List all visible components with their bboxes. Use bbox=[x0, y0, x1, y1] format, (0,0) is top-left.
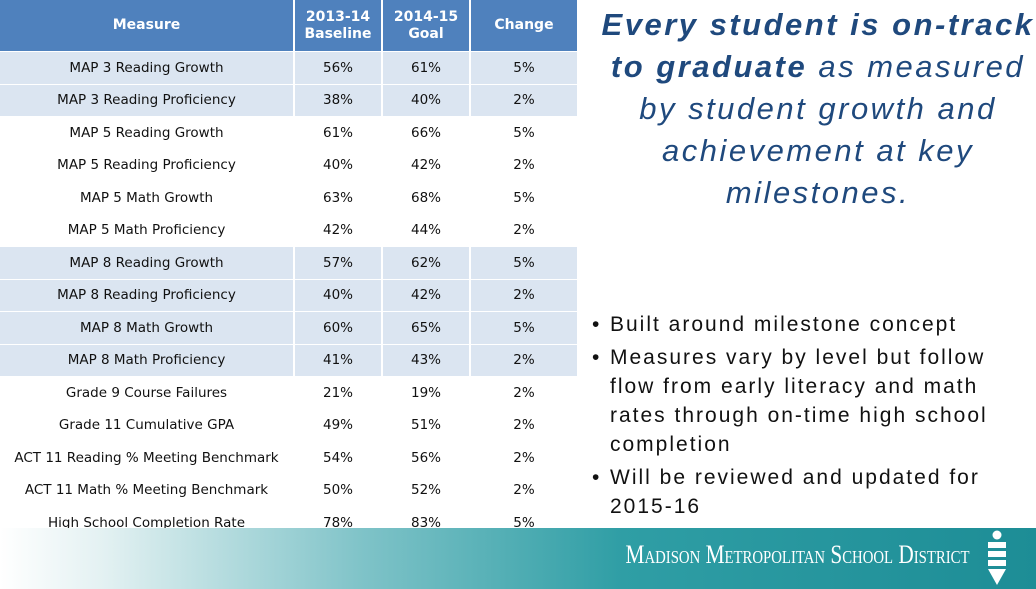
cell-change: 2% bbox=[470, 376, 577, 409]
cell-baseline: 57% bbox=[294, 246, 383, 279]
measures-table-container: Measure 2013-14 Baseline 2014-15 Goal Chan… bbox=[0, 0, 577, 539]
cell-measure: MAP 3 Reading Proficiency bbox=[0, 83, 295, 117]
cell-goal: 42% bbox=[382, 148, 471, 182]
table-header-row: Measure 2013-14 Baseline 2014-15 Goal Chan… bbox=[0, 0, 577, 52]
cell-change: 5% bbox=[470, 51, 577, 84]
cell-baseline: 50% bbox=[294, 473, 383, 507]
measures-table: Measure 2013-14 Baseline 2014-15 Goal Chan… bbox=[0, 0, 577, 539]
table-row: MAP 5 Math Proficiency 42% 44% 2% bbox=[0, 213, 577, 247]
mmsd-logo-icon bbox=[988, 530, 1006, 585]
cell-measure: MAP 5 Math Growth bbox=[0, 181, 295, 214]
cell-change: 5% bbox=[470, 181, 577, 214]
cell-goal: 43% bbox=[382, 343, 471, 377]
table-row: ACT 11 Reading % Meeting Benchmark 54% 56%… bbox=[0, 441, 577, 474]
table-row: MAP 5 Reading Growth 61% 66% 5% bbox=[0, 116, 577, 149]
cell-change: 2% bbox=[470, 441, 577, 474]
cell-measure: ACT 11 Reading % Meeting Benchmark bbox=[0, 441, 295, 474]
table-row: MAP 8 Reading Proficiency 40% 42% 2% bbox=[0, 278, 577, 312]
cell-goal: 65% bbox=[382, 311, 471, 344]
cell-measure: MAP 5 Math Proficiency bbox=[0, 213, 295, 247]
table-row: MAP 3 Reading Growth 56% 61% 5% bbox=[0, 51, 577, 84]
bullet-item: • Built around milestone concept bbox=[590, 310, 1030, 339]
cell-baseline: 42% bbox=[294, 213, 383, 247]
bullet-item: • Will be reviewed and updated for 2015-1… bbox=[590, 463, 1030, 521]
cell-measure: MAP 3 Reading Growth bbox=[0, 51, 295, 84]
cell-baseline: 56% bbox=[294, 51, 383, 84]
header-baseline: 2013-14 Baseline bbox=[294, 0, 383, 52]
bullet-item: • Measures vary by level but follow flow … bbox=[590, 343, 1030, 459]
cell-measure: MAP 8 Math Proficiency bbox=[0, 343, 295, 377]
table-row: MAP 8 Math Growth 60% 65% 5% bbox=[0, 311, 577, 344]
header-goal-line2: Goal bbox=[408, 25, 444, 42]
cell-measure: MAP 8 Reading Proficiency bbox=[0, 278, 295, 312]
table-row: MAP 5 Reading Proficiency 40% 42% 2% bbox=[0, 148, 577, 182]
cell-measure: MAP 8 Math Growth bbox=[0, 311, 295, 344]
district-name: Madison Metropolitan School District bbox=[625, 540, 970, 569]
cell-measure: Grade 9 Course Failures bbox=[0, 376, 295, 409]
cell-measure: MAP 5 Reading Growth bbox=[0, 116, 295, 149]
cell-change: 2% bbox=[470, 343, 577, 377]
cell-goal: 51% bbox=[382, 408, 471, 442]
header-measure-label: Measure bbox=[112, 17, 181, 33]
cell-measure: MAP 8 Reading Growth bbox=[0, 246, 295, 279]
table-row: MAP 3 Reading Proficiency 38% 40% 2% bbox=[0, 83, 577, 117]
cell-goal: 56% bbox=[382, 441, 471, 474]
cell-baseline: 41% bbox=[294, 343, 383, 377]
slide-headline: Every student is on-track to graduate as… bbox=[600, 4, 1036, 214]
header-change: Change bbox=[470, 0, 577, 52]
table-row: Grade 9 Course Failures 21% 19% 2% bbox=[0, 376, 577, 409]
footer-band bbox=[0, 528, 1036, 589]
header-goal-line1: 2014-15 bbox=[393, 8, 459, 25]
cell-change: 2% bbox=[470, 408, 577, 442]
cell-change: 2% bbox=[470, 278, 577, 312]
table-row: MAP 8 Math Proficiency 41% 43% 2% bbox=[0, 343, 577, 377]
cell-baseline: 38% bbox=[294, 83, 383, 117]
header-measure: Measure bbox=[0, 0, 295, 52]
cell-change: 2% bbox=[470, 473, 577, 507]
cell-change: 2% bbox=[470, 213, 577, 247]
bullet-text: Built around milestone concept bbox=[610, 313, 958, 336]
headline-bold-text: Every student is on-track to graduate bbox=[601, 7, 1035, 84]
cell-goal: 62% bbox=[382, 246, 471, 279]
table-row: MAP 8 Reading Growth 57% 62% 5% bbox=[0, 246, 577, 279]
table-row: MAP 5 Math Growth 63% 68% 5% bbox=[0, 181, 577, 214]
cell-baseline: 61% bbox=[294, 116, 383, 149]
cell-goal: 61% bbox=[382, 51, 471, 84]
cell-change: 5% bbox=[470, 311, 577, 344]
table-row: ACT 11 Math % Meeting Benchmark 50% 52% 2% bbox=[0, 473, 577, 507]
header-goal: 2014-15 Goal bbox=[382, 0, 471, 52]
cell-goal: 68% bbox=[382, 181, 471, 214]
header-change-label: Change bbox=[494, 17, 554, 33]
cell-baseline: 40% bbox=[294, 278, 383, 312]
bullet-dot-icon: • bbox=[592, 466, 602, 489]
cell-goal: 19% bbox=[382, 376, 471, 409]
cell-goal: 52% bbox=[382, 473, 471, 507]
cell-baseline: 54% bbox=[294, 441, 383, 474]
cell-baseline: 40% bbox=[294, 148, 383, 182]
cell-change: 5% bbox=[470, 246, 577, 279]
cell-baseline: 63% bbox=[294, 181, 383, 214]
cell-measure: ACT 11 Math % Meeting Benchmark bbox=[0, 473, 295, 507]
cell-goal: 42% bbox=[382, 278, 471, 312]
bullet-dot-icon: • bbox=[592, 346, 602, 369]
cell-goal: 44% bbox=[382, 213, 471, 247]
bullet-dot-icon: • bbox=[592, 313, 602, 336]
cell-measure: MAP 5 Reading Proficiency bbox=[0, 148, 295, 182]
cell-measure: Grade 11 Cumulative GPA bbox=[0, 408, 295, 442]
cell-baseline: 21% bbox=[294, 376, 383, 409]
cell-goal: 66% bbox=[382, 116, 471, 149]
table-row: Grade 11 Cumulative GPA 49% 51% 2% bbox=[0, 408, 577, 442]
cell-baseline: 60% bbox=[294, 311, 383, 344]
bullet-text: Will be reviewed and updated for 2015-16 bbox=[610, 466, 980, 518]
cell-baseline: 49% bbox=[294, 408, 383, 442]
headline-regular-text: as measured by student growth and achiev… bbox=[639, 49, 1026, 210]
cell-change: 2% bbox=[470, 148, 577, 182]
cell-change: 5% bbox=[470, 116, 577, 149]
cell-change: 2% bbox=[470, 83, 577, 117]
bullet-list: • Built around milestone concept • Measure… bbox=[590, 310, 1030, 525]
bullet-text: Measures vary by level but follow flow f… bbox=[610, 346, 988, 456]
cell-goal: 40% bbox=[382, 83, 471, 117]
header-baseline-line1: 2013-14 bbox=[305, 8, 371, 25]
header-baseline-line2: Baseline bbox=[304, 25, 372, 42]
